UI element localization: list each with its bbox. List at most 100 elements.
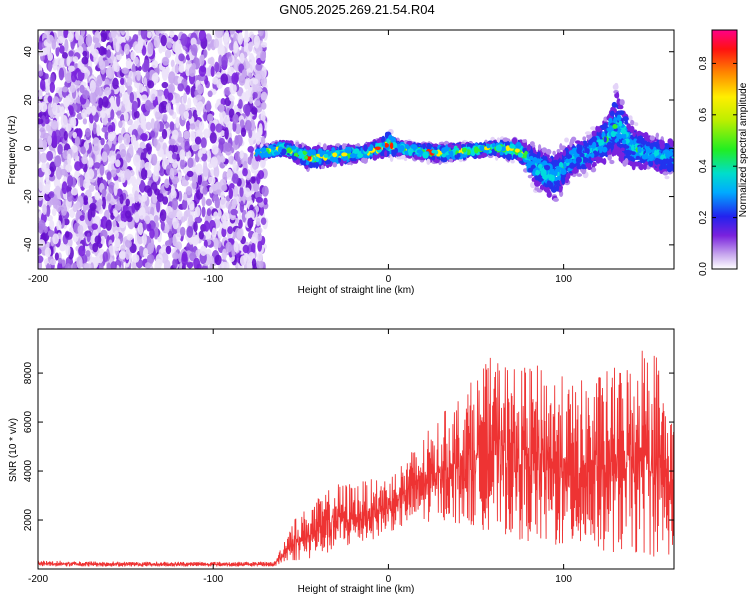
noise-speck: [261, 185, 269, 197]
noise-speck: [202, 165, 209, 178]
noise-speck: [106, 193, 112, 202]
noise-speck: [247, 217, 254, 229]
noise-speck: [119, 85, 125, 94]
noise-speck: [241, 209, 248, 223]
noise-speck: [256, 173, 261, 185]
noise-speck: [147, 41, 154, 55]
noise-speck: [233, 241, 239, 253]
noise-speck: [179, 226, 186, 237]
noise-speck: [60, 115, 68, 128]
noise-speck: [120, 30, 126, 36]
noise-speck: [65, 263, 72, 269]
noise-speck: [110, 30, 117, 39]
noise-speck: [40, 152, 48, 164]
noise-speck: [146, 169, 152, 178]
noise-speck: [172, 258, 178, 269]
noise-speck: [85, 127, 91, 138]
noise-speck: [79, 215, 85, 222]
noise-speck: [130, 50, 136, 61]
noise-speck: [227, 226, 233, 235]
noise-speck: [64, 38, 69, 52]
noise-speck: [237, 32, 244, 45]
noise-speck: [171, 197, 179, 211]
noise-speck: [169, 121, 175, 131]
noise-speck: [113, 62, 120, 73]
noise-speck: [260, 41, 268, 48]
noise-speck: [113, 209, 119, 217]
noise-speck: [224, 127, 229, 140]
noise-speck: [88, 184, 95, 192]
noise-speck: [205, 100, 211, 113]
noise-speck: [101, 151, 108, 163]
noise-speck: [43, 226, 48, 234]
noise-speck: [56, 220, 62, 232]
noise-speck: [260, 91, 268, 101]
noise-speck: [127, 85, 133, 94]
noise-speck: [141, 45, 147, 56]
noise-speck: [211, 227, 217, 240]
noise-speck: [55, 166, 63, 180]
noise-speck: [246, 77, 251, 90]
noise-speck: [168, 211, 176, 219]
noise-speck: [132, 254, 140, 263]
noise-speck: [191, 62, 197, 71]
noise-speck: [63, 130, 68, 141]
noise-speck: [202, 186, 208, 195]
noise-speck: [83, 195, 89, 205]
noise-speck: [98, 46, 106, 56]
noise-speck: [78, 245, 86, 257]
noise-speck: [147, 188, 153, 197]
noise-speck: [136, 71, 141, 82]
noise-speck: [44, 82, 50, 94]
noise-speck: [50, 73, 55, 85]
noise-speck: [72, 131, 77, 139]
noise-speck: [38, 70, 44, 77]
noise-speck: [255, 196, 264, 203]
noise-speck: [70, 187, 79, 196]
noise-speck: [153, 120, 161, 133]
noise-speck: [101, 188, 107, 197]
noise-speck: [72, 262, 78, 269]
noise-speck: [119, 193, 124, 205]
noise-speck: [233, 41, 239, 53]
noise-speck: [172, 217, 179, 230]
noise-speck: [174, 63, 180, 74]
noise-speck: [80, 66, 89, 74]
noise-speck: [204, 229, 210, 240]
noise-speck: [155, 258, 163, 268]
noise-speck: [180, 33, 188, 46]
noise-speck: [220, 73, 229, 86]
noise-speck: [210, 65, 215, 78]
noise-speck: [169, 167, 175, 180]
noise-speck: [96, 124, 101, 137]
noise-speck: [193, 119, 202, 132]
noise-speck: [47, 135, 52, 147]
noise-speck: [160, 34, 167, 47]
noise-speck: [49, 258, 57, 266]
noise-speck: [218, 54, 223, 67]
noise-speck: [100, 137, 105, 146]
noise-speck: [213, 237, 219, 250]
noise-speck: [91, 48, 99, 58]
noise-speck: [228, 56, 233, 63]
noise-speck: [106, 49, 112, 59]
noise-speck: [221, 227, 227, 238]
noise-speck: [201, 180, 209, 187]
noise-speck: [187, 214, 194, 227]
noise-speck: [44, 73, 49, 80]
noise-speck: [76, 255, 83, 269]
noise-speck: [67, 153, 72, 166]
noise-speck: [190, 130, 196, 142]
noise-speck: [123, 111, 129, 123]
noise-speck: [58, 67, 65, 81]
noise-speck: [248, 96, 254, 104]
noise-speck: [162, 57, 170, 66]
noise-speck: [144, 161, 152, 171]
noise-speck: [196, 263, 202, 269]
noise-speck: [239, 186, 244, 198]
noise-speck: [135, 178, 141, 186]
noise-speck: [88, 157, 94, 168]
noise-speck: [252, 78, 259, 85]
noise-speck: [171, 152, 178, 160]
noise-speck: [187, 97, 192, 110]
